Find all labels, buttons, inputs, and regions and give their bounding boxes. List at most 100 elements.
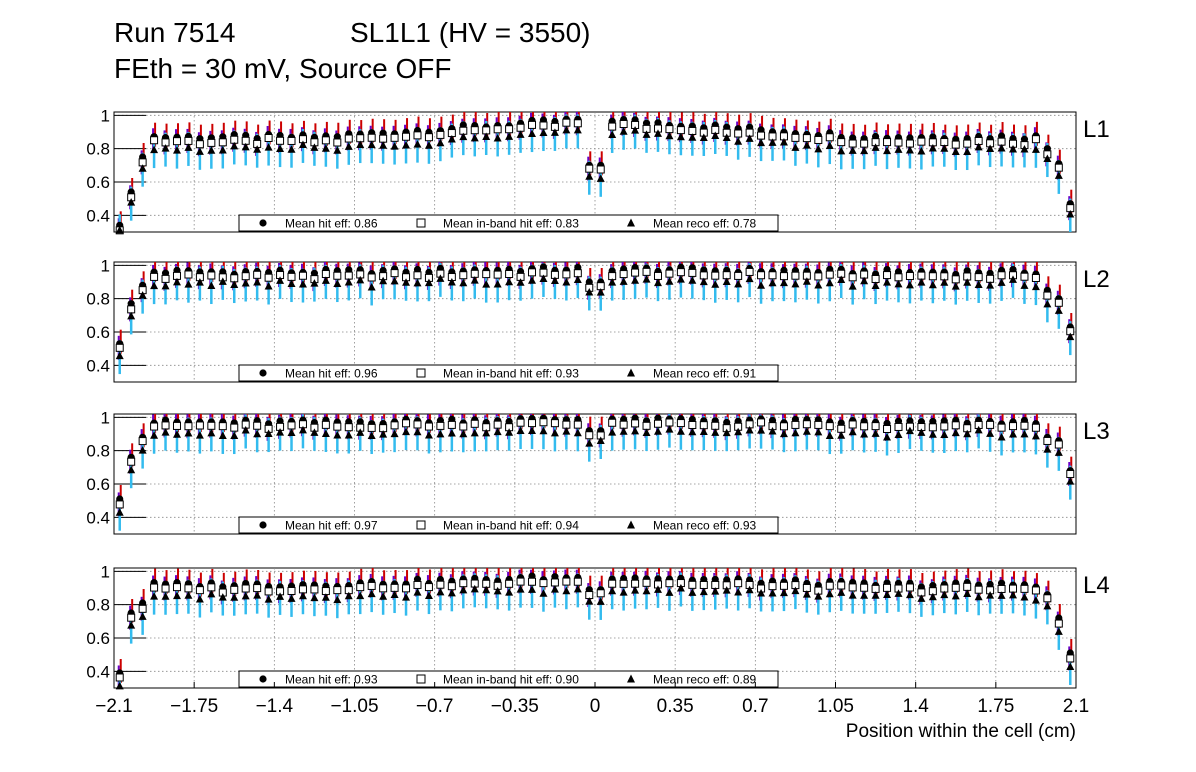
reco-eff-point xyxy=(928,280,937,289)
reco-eff-point xyxy=(688,276,697,284)
inband-eff-point xyxy=(688,420,697,429)
reco-eff-point xyxy=(1054,171,1063,179)
reco-eff-point xyxy=(573,125,582,134)
reco-eff-point xyxy=(791,279,800,288)
reco-eff-point xyxy=(986,144,995,153)
reco-eff-point xyxy=(207,589,216,598)
reco-eff-point xyxy=(424,591,433,600)
reco-eff-point xyxy=(757,426,766,434)
inband-eff-point xyxy=(287,586,296,595)
reco-eff-point xyxy=(1066,332,1075,341)
reco-eff-point xyxy=(333,595,342,604)
inband-eff-point xyxy=(848,273,857,282)
reco-eff-point xyxy=(1009,429,1018,438)
inband-eff-point xyxy=(757,271,766,280)
inband-eff-point xyxy=(1054,619,1063,628)
reco-eff-point xyxy=(390,590,399,599)
inband-eff-point xyxy=(424,133,433,142)
inband-eff-point xyxy=(791,133,800,142)
reco-eff-point xyxy=(631,276,640,284)
reco-eff-point xyxy=(928,592,937,601)
inband-eff-point xyxy=(768,271,777,280)
reco-eff-point xyxy=(745,426,754,434)
inband-eff-point xyxy=(688,580,697,589)
reco-eff-point xyxy=(779,429,788,438)
inband-eff-point xyxy=(608,418,617,427)
reco-eff-point xyxy=(596,597,605,605)
inband-eff-point xyxy=(390,133,399,142)
y-tick-label: 0.8 xyxy=(86,596,110,615)
inband-eff-point xyxy=(528,120,537,129)
inband-eff-point xyxy=(997,271,1006,280)
reco-eff-point xyxy=(963,429,972,438)
legend-hit-marker xyxy=(259,369,267,377)
inband-eff-point xyxy=(802,420,811,429)
inband-eff-point xyxy=(1020,584,1029,593)
reco-eff-point xyxy=(470,276,479,284)
inband-eff-point xyxy=(1043,436,1052,445)
inband-eff-point xyxy=(264,134,273,142)
inband-eff-point xyxy=(424,583,433,592)
reco-eff-point xyxy=(619,127,628,135)
reco-eff-point xyxy=(127,311,136,320)
reco-eff-point xyxy=(802,427,811,435)
inband-eff-point xyxy=(791,420,800,429)
reco-eff-point xyxy=(734,588,743,596)
inband-eff-point xyxy=(653,419,662,428)
reco-eff-point xyxy=(493,586,502,595)
reco-eff-point xyxy=(436,429,445,438)
x-tick-label: −0.7 xyxy=(416,696,454,717)
inband-eff-point xyxy=(413,420,422,429)
reco-eff-point xyxy=(264,595,273,603)
reco-eff-point xyxy=(905,426,914,435)
reco-eff-point xyxy=(917,278,926,286)
reco-eff-point xyxy=(997,591,1006,599)
x-tick-label: 1.75 xyxy=(977,696,1014,717)
reco-eff-point xyxy=(642,586,651,595)
reco-eff-point xyxy=(1009,144,1018,153)
y-tick-label: 1 xyxy=(101,562,110,581)
reco-eff-point xyxy=(550,585,559,593)
inband-eff-point xyxy=(768,582,777,591)
reco-eff-point xyxy=(516,130,525,138)
reco-eff-point xyxy=(871,281,880,290)
reco-eff-point xyxy=(562,586,571,595)
reco-eff-point xyxy=(470,133,479,142)
inband-eff-point xyxy=(333,422,342,431)
reco-eff-point xyxy=(390,429,399,438)
reco-eff-point xyxy=(218,593,227,601)
reco-eff-point xyxy=(505,588,514,596)
reco-eff-point xyxy=(814,592,823,600)
reco-eff-point xyxy=(711,280,720,288)
reco-eff-point xyxy=(344,142,353,150)
legend-reco-label: Mean reco eff: 0.91 xyxy=(653,367,757,381)
reco-eff-point xyxy=(436,274,445,282)
reco-eff-point xyxy=(424,278,433,287)
reco-eff-point xyxy=(356,428,365,436)
reco-eff-point xyxy=(459,585,468,594)
inband-eff-point xyxy=(1009,422,1018,431)
reco-eff-point xyxy=(482,585,491,594)
reco-eff-point xyxy=(951,282,960,290)
inband-eff-point xyxy=(459,579,468,588)
reco-eff-point xyxy=(1043,445,1052,453)
inband-eff-point xyxy=(470,419,479,428)
hit-eff-point xyxy=(310,269,319,277)
reco-eff-point xyxy=(917,428,926,436)
reco-eff-point xyxy=(505,277,514,286)
inband-eff-point xyxy=(848,139,857,148)
hit-eff-point xyxy=(1020,135,1029,143)
reco-eff-point xyxy=(207,281,216,290)
reco-eff-point xyxy=(447,588,456,597)
reco-eff-point xyxy=(138,612,147,620)
inband-eff-point xyxy=(963,582,972,591)
reco-eff-point xyxy=(390,276,399,285)
inband-eff-point xyxy=(951,275,960,284)
reco-eff-point xyxy=(367,140,376,149)
reco-eff-point xyxy=(1054,627,1063,635)
reco-eff-point xyxy=(344,431,353,439)
inband-eff-point xyxy=(424,422,433,431)
inband-eff-point xyxy=(1054,440,1063,449)
y-tick-label: 0.6 xyxy=(86,323,110,342)
y-tick-label: 0.6 xyxy=(86,475,110,494)
